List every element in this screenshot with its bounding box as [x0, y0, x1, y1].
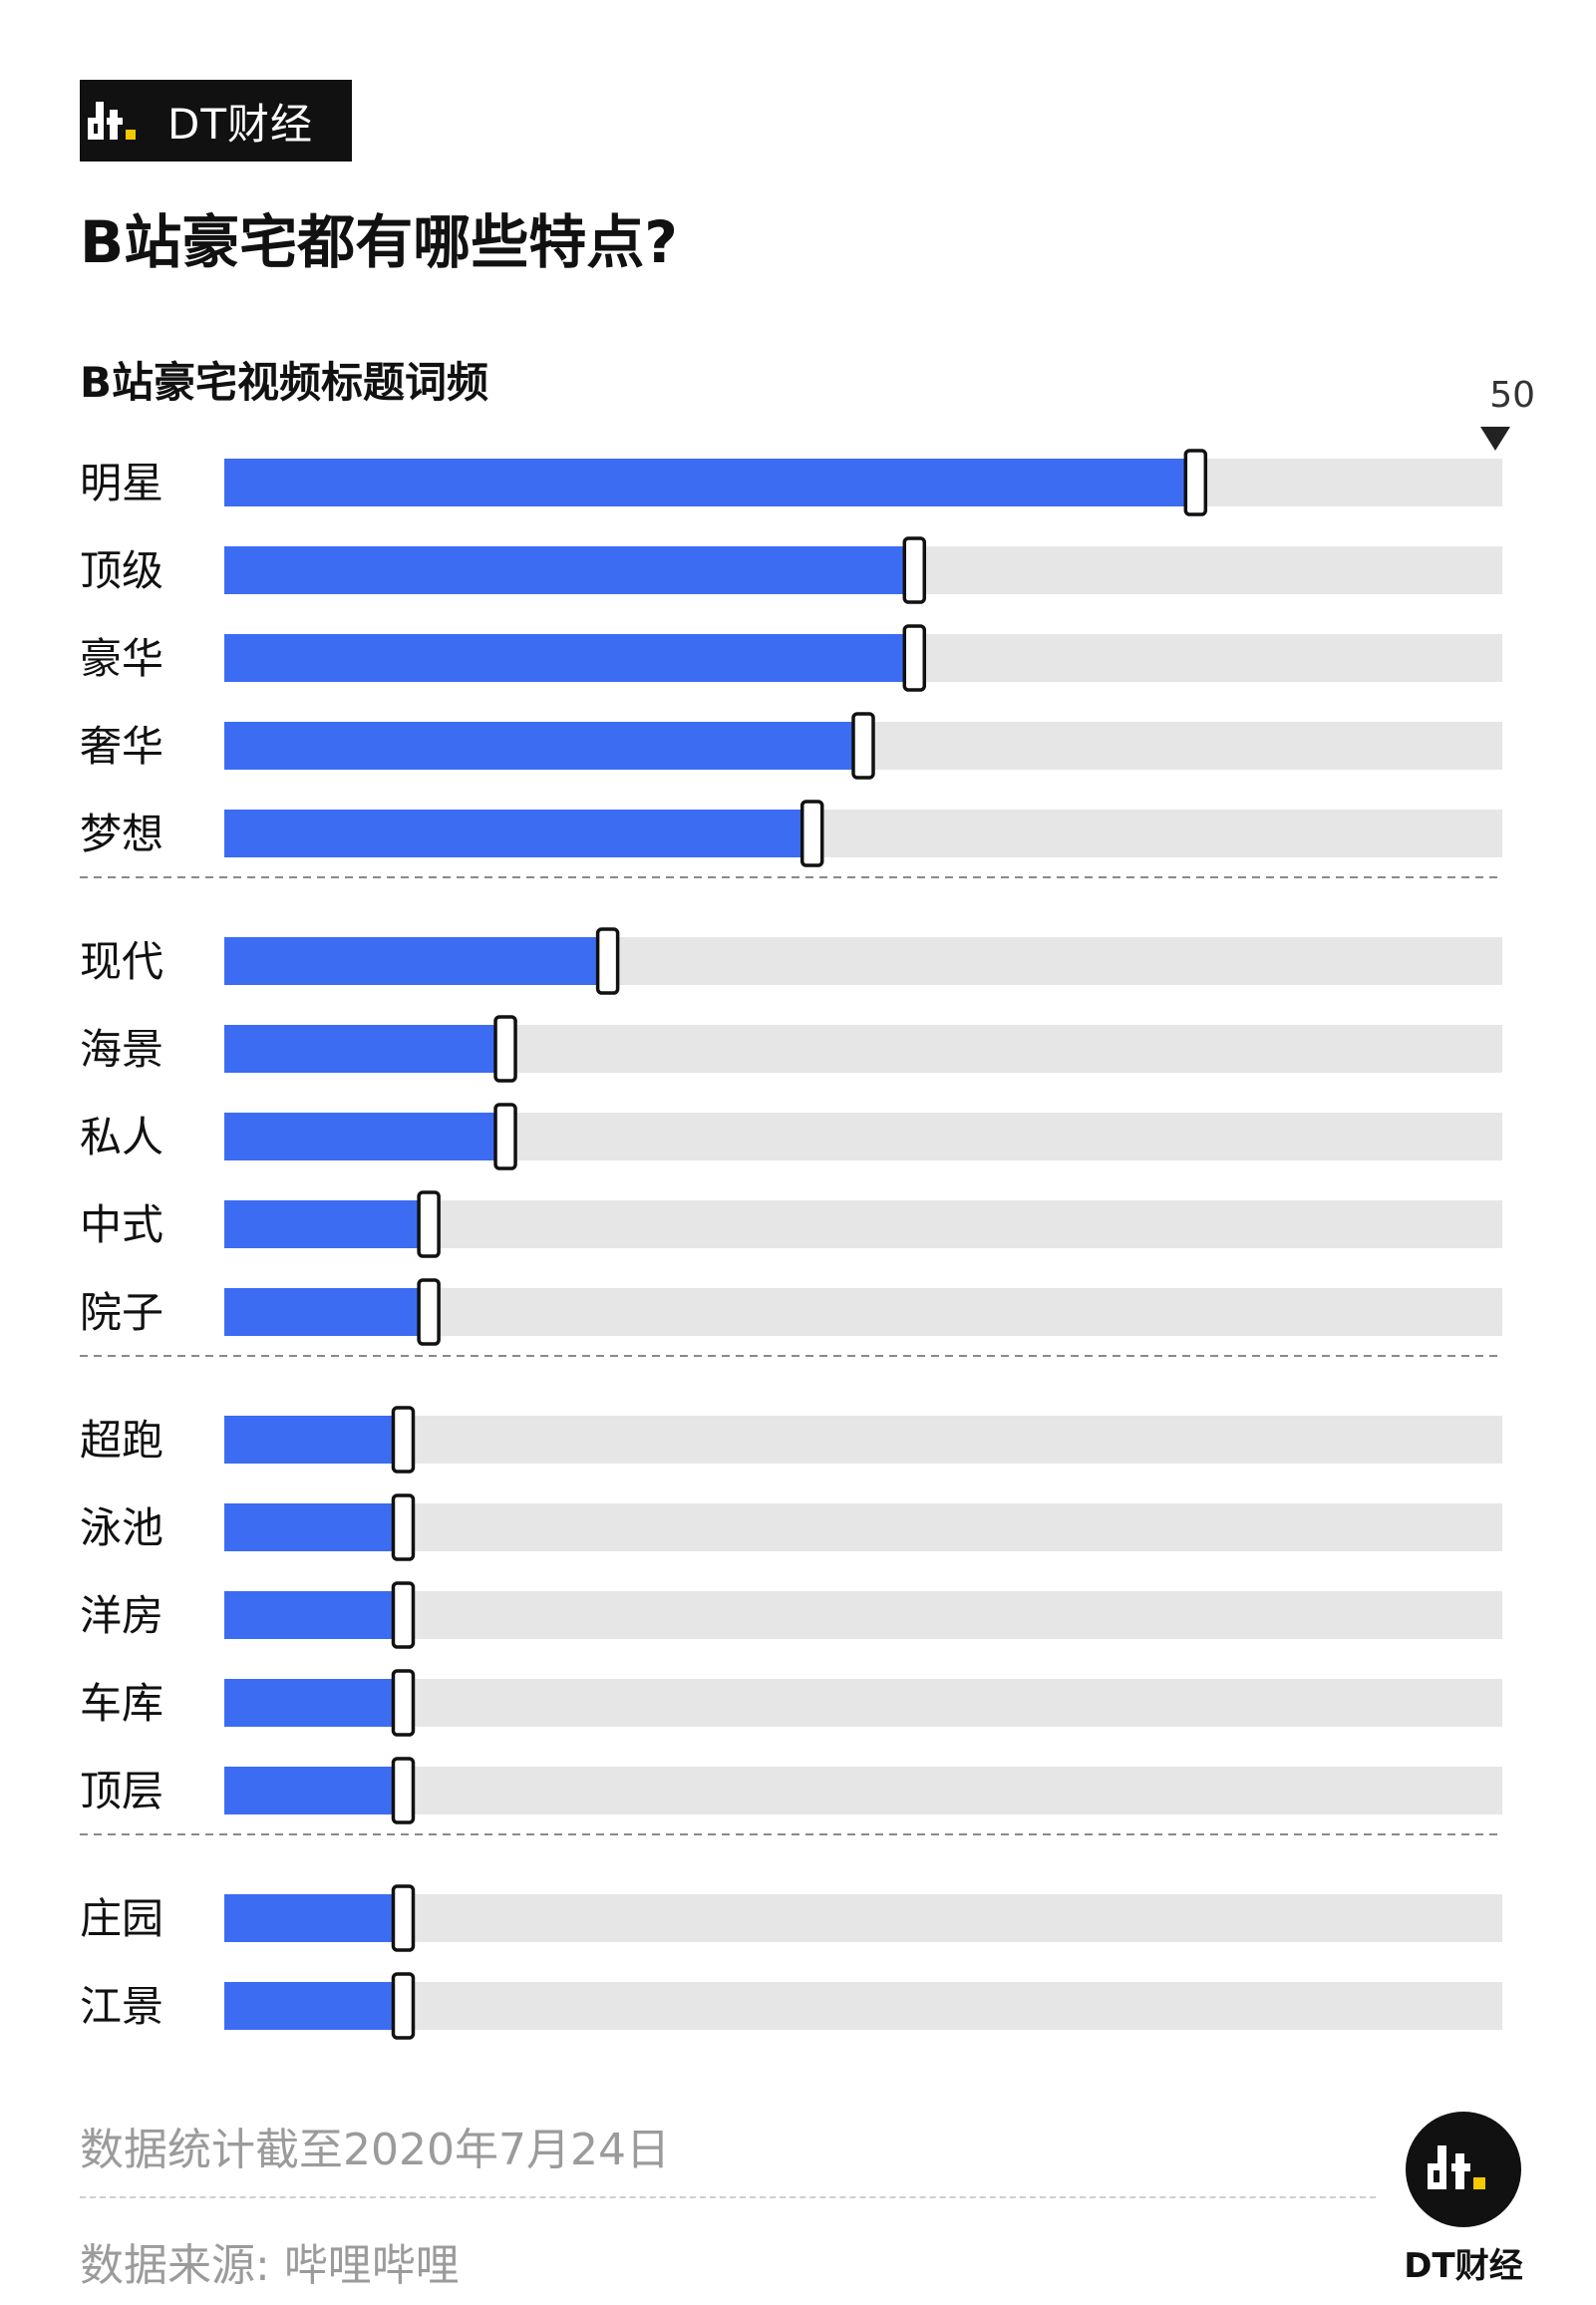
bar-end-marker [493, 1103, 517, 1170]
bar-end-marker [902, 624, 927, 692]
bar [224, 1767, 404, 1814]
category-label: 奢华 [80, 722, 163, 771]
bar [224, 810, 812, 857]
bar-track [224, 1591, 1502, 1639]
bar-end-marker [391, 1884, 416, 1952]
category-label: 私人 [80, 1113, 163, 1161]
category-label: 江景 [80, 1982, 163, 2031]
bar [224, 1025, 506, 1073]
category-label: 顶级 [80, 546, 163, 595]
category-label: 海景 [80, 1025, 163, 1074]
bar-end-marker [417, 1278, 441, 1346]
axis-max-label: 50 [1489, 375, 1535, 416]
bar-end-marker [417, 1190, 441, 1258]
category-label: 泳池 [80, 1503, 163, 1552]
bar-end-marker [1183, 449, 1208, 516]
bar-end-marker [391, 1406, 416, 1474]
bar-track [224, 1416, 1502, 1464]
source-note: 数据来源: 哔哩哔哩 [80, 2240, 460, 2291]
bar [224, 459, 1196, 506]
bar [224, 634, 915, 682]
bar-track [224, 1679, 1502, 1727]
bar-end-marker [799, 800, 824, 867]
bar [224, 1200, 430, 1248]
bar [224, 1113, 506, 1160]
category-label: 现代 [80, 937, 163, 986]
bar-end-marker [391, 1581, 416, 1649]
category-label: 明星 [80, 459, 163, 507]
page-title: B站豪宅都有哪些特点? [80, 208, 678, 276]
bar [224, 1591, 404, 1639]
bar-track [224, 1503, 1502, 1551]
dt-logo-icon [1428, 2145, 1485, 2189]
footer-logo-name: DT财经 [1404, 2246, 1523, 2286]
bar [224, 1894, 404, 1942]
bar-end-marker [902, 536, 927, 604]
bar [224, 1288, 430, 1336]
bar-end-marker [595, 927, 620, 995]
category-label: 中式 [80, 1200, 163, 1249]
bar [224, 1416, 404, 1464]
bar [224, 546, 915, 594]
bar [224, 1982, 404, 2030]
bar-end-marker [851, 712, 875, 780]
bar-end-marker [391, 1493, 416, 1561]
category-label: 豪华 [80, 634, 163, 683]
category-label: 庄园 [80, 1894, 163, 1943]
bar-end-marker [391, 1972, 416, 2040]
bar-track [224, 1767, 1502, 1814]
bar [224, 722, 863, 770]
brand-name: DT财经 [167, 99, 313, 149]
bar-end-marker [493, 1015, 517, 1083]
bar [224, 1503, 404, 1551]
date-note: 数据统计截至2020年7月24日 [80, 2125, 670, 2175]
category-label: 顶层 [80, 1767, 163, 1815]
axis-max-arrow-icon [1480, 427, 1510, 451]
footer-divider [80, 2196, 1376, 2198]
bar [224, 1679, 404, 1727]
category-label: 车库 [80, 1679, 163, 1728]
bar-track [224, 1894, 1502, 1942]
category-label: 超跑 [80, 1416, 163, 1465]
category-label: 洋房 [80, 1591, 163, 1640]
category-label: 梦想 [80, 810, 163, 858]
dt-logo-icon [88, 102, 136, 140]
bar [224, 937, 608, 985]
bar-track [224, 1982, 1502, 2030]
brand-badge: DT财经 [80, 80, 352, 162]
category-label: 院子 [80, 1288, 163, 1337]
chart-title: B站豪宅视频标题词频 [80, 358, 489, 407]
bar-end-marker [391, 1669, 416, 1737]
bar-end-marker [391, 1757, 416, 1824]
footer-logo [1406, 2112, 1521, 2227]
